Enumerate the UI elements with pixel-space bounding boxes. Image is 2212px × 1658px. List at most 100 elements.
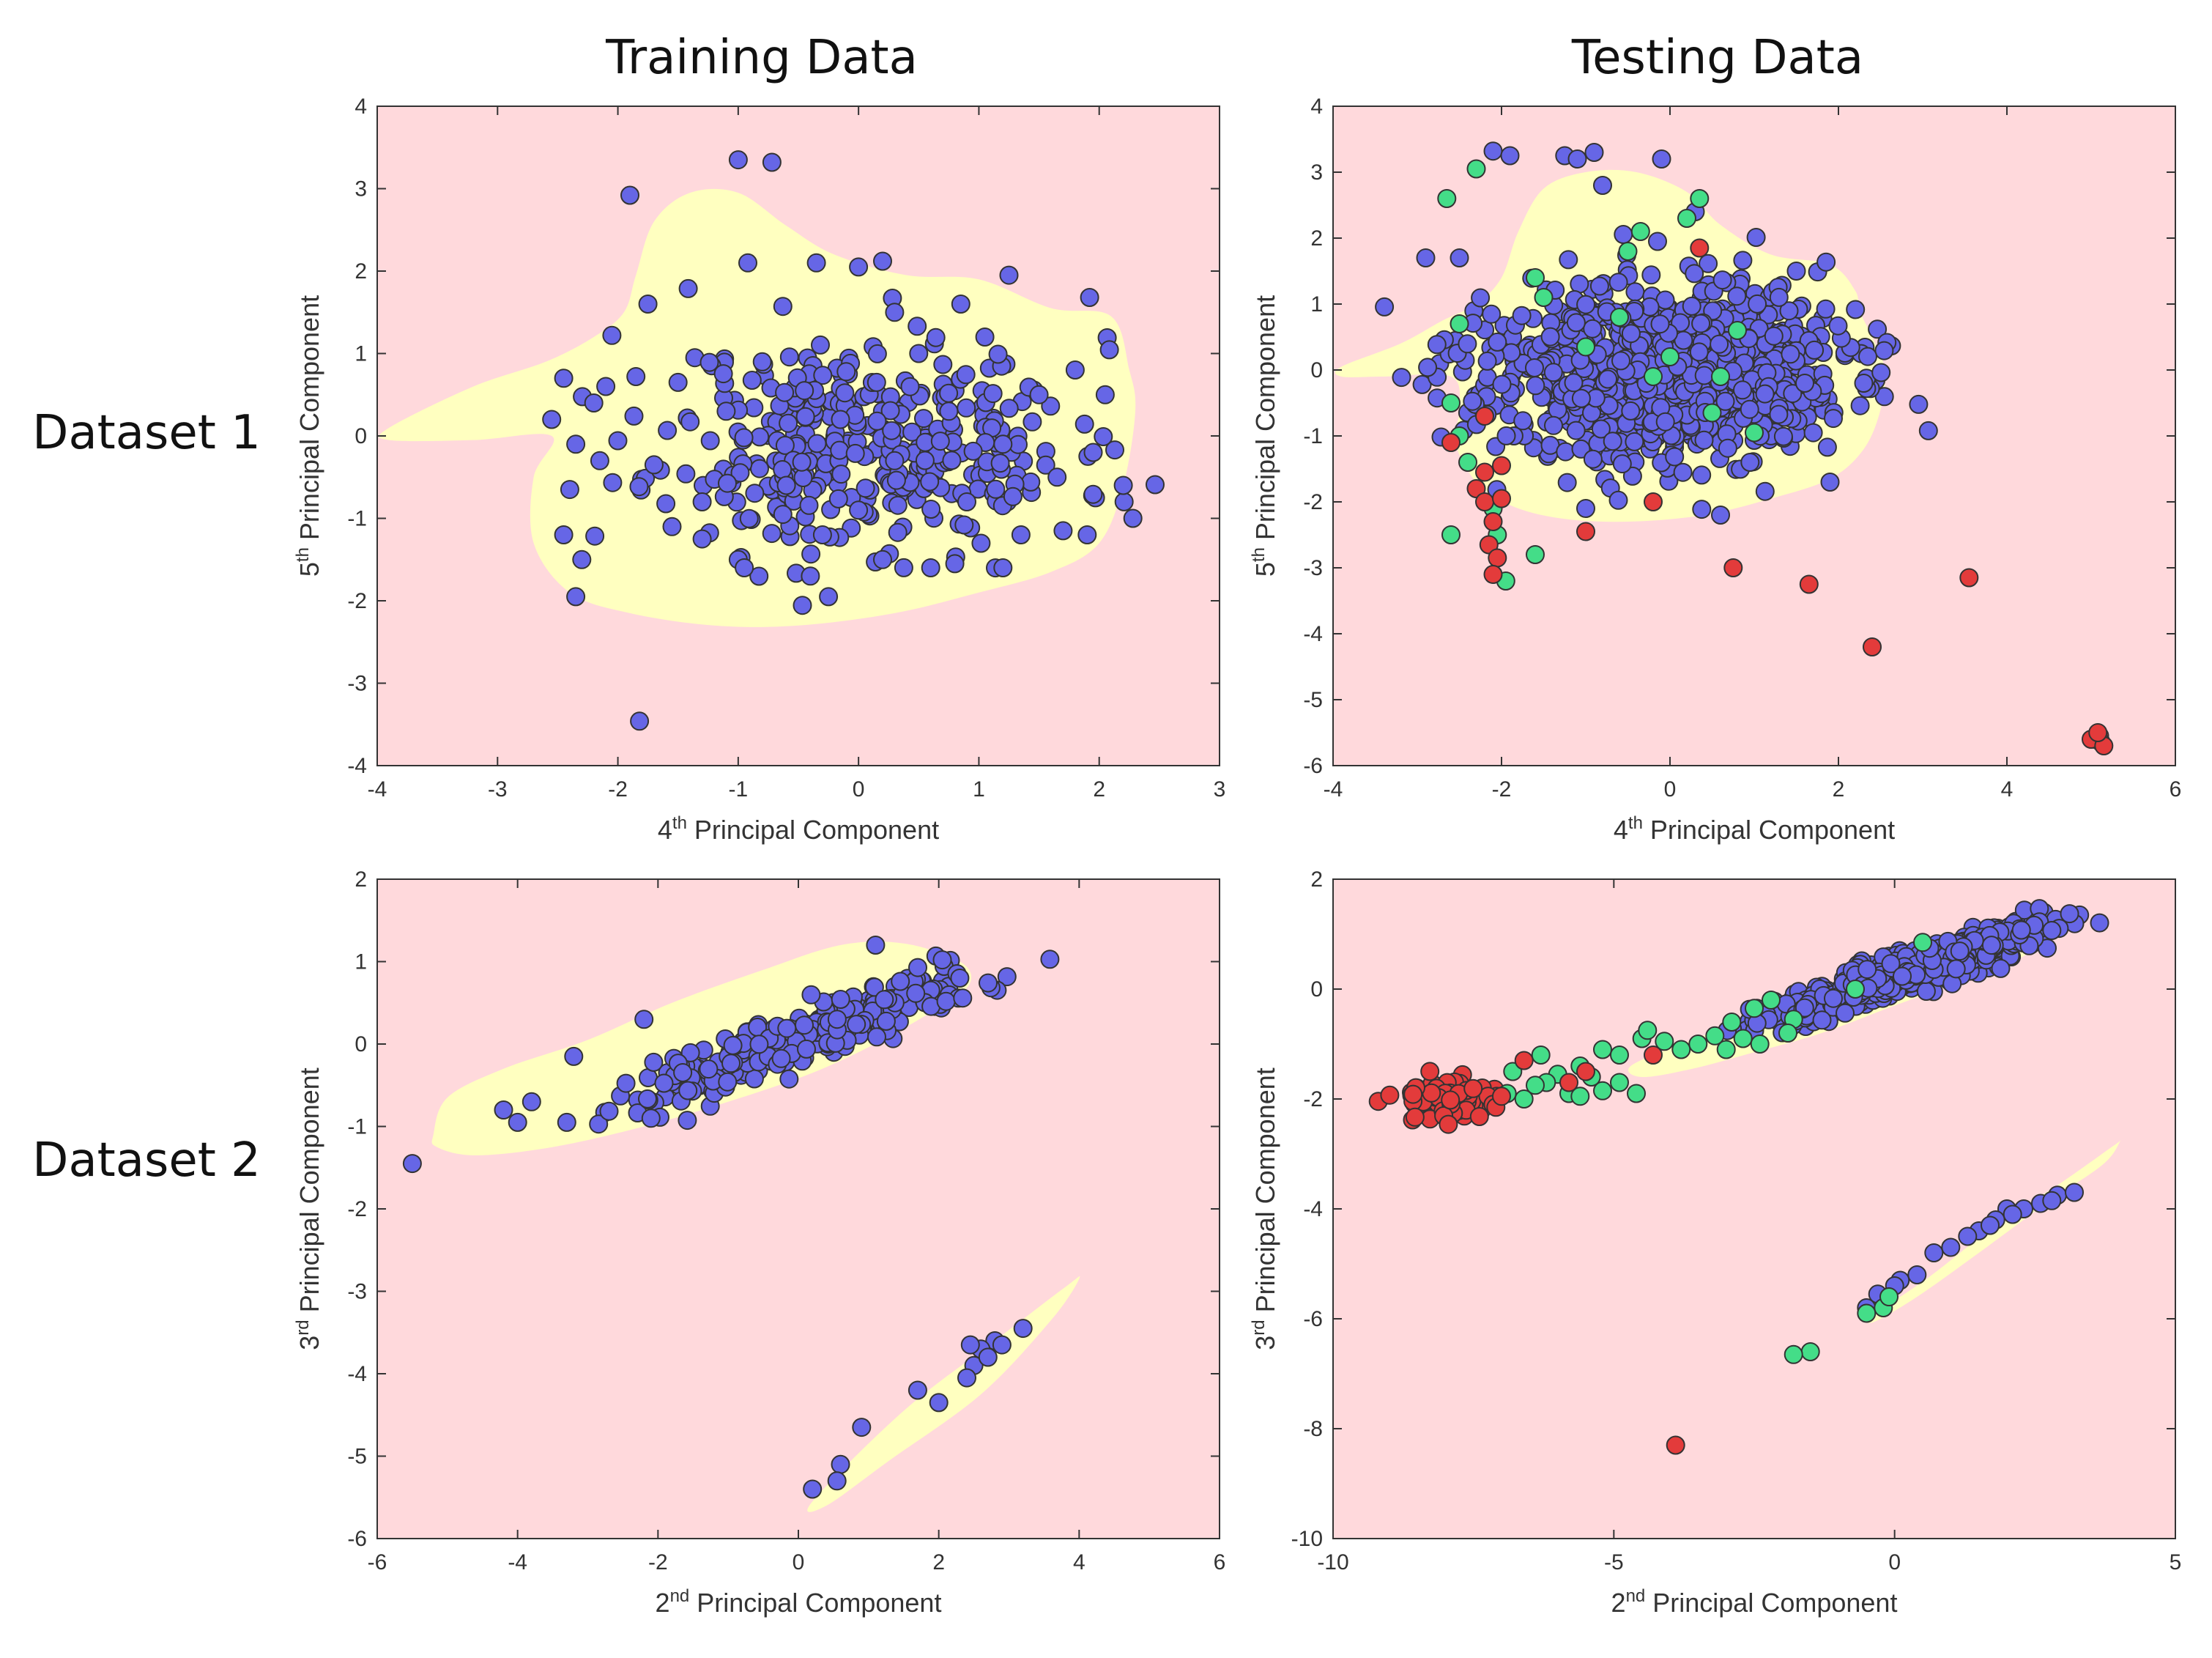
cluster-point <box>1439 1114 1458 1134</box>
y-tick-label: 4 <box>355 95 367 119</box>
cluster-point <box>864 977 884 997</box>
cluster-point <box>1858 347 1877 366</box>
cluster-point <box>1458 334 1477 354</box>
cluster-point <box>1544 415 1563 435</box>
point-normal <box>812 525 832 544</box>
point-normal <box>950 969 970 988</box>
cluster-point <box>1893 966 1912 986</box>
point-normal <box>939 401 959 421</box>
point-normal <box>1500 146 1520 166</box>
point-normal <box>849 257 869 277</box>
cluster-point <box>1733 380 1752 400</box>
y-tick-label: 3 <box>1310 160 1323 185</box>
cluster-point <box>792 452 812 472</box>
cluster-point <box>921 500 941 519</box>
x-axis-label: 4th Principal Component <box>658 813 939 845</box>
point-normal <box>1907 1265 1927 1284</box>
cluster-point <box>745 484 765 503</box>
y-tick-label: 1 <box>355 950 367 974</box>
cluster-point <box>713 364 733 384</box>
point-novel-green <box>1750 1035 1770 1054</box>
point-normal <box>1065 360 1085 380</box>
cluster-point <box>779 347 799 367</box>
cluster-point <box>779 1069 799 1089</box>
cluster-point <box>1482 304 1502 324</box>
y-tick-label: 2 <box>355 867 367 892</box>
cluster-point <box>867 411 887 431</box>
y-tick-label: -3 <box>347 1280 367 1304</box>
point-normal <box>554 369 574 388</box>
cluster-point <box>1673 462 1693 482</box>
cluster-point <box>1513 411 1533 431</box>
point-normal <box>827 1471 847 1491</box>
point-normal <box>494 1100 513 1119</box>
point-novel-green <box>1913 933 1932 952</box>
point-novel-green <box>1526 1076 1545 1095</box>
x-tick-label: -4 <box>508 1550 527 1574</box>
y-tick-label: -1 <box>347 1115 367 1139</box>
point-novel-green <box>1778 1024 1797 1043</box>
cluster-point <box>773 505 793 525</box>
y-tick-label: -10 <box>1291 1527 1323 1551</box>
y-tick-label: 0 <box>355 424 367 448</box>
point-normal <box>831 1454 850 1474</box>
cluster-point <box>1621 401 1641 421</box>
point-normal <box>992 1335 1012 1355</box>
chart-dataset1-training: -4 -3 -2 -1 0 1 2 3 -4 -3 -2 -1 0 1 2 3 4 4th Principal C… <box>293 95 1225 845</box>
cluster-point <box>1418 358 1438 377</box>
cluster-point <box>1441 1090 1461 1110</box>
x-tick-label: 4 <box>1073 1550 1085 1574</box>
cluster-point <box>680 1043 700 1062</box>
point-normal <box>1483 141 1503 161</box>
cluster-point <box>979 973 998 993</box>
cluster-point <box>1625 282 1645 302</box>
cluster-point <box>831 465 851 484</box>
cluster-point <box>1003 486 1023 506</box>
point-normal <box>590 451 609 470</box>
cluster-point <box>1850 396 1870 415</box>
cluster-point <box>721 1054 741 1073</box>
cluster-point <box>1769 287 1789 307</box>
point-novel-green <box>1576 337 1595 357</box>
y-tick-label: -5 <box>347 1445 367 1469</box>
chart-dataset2-training: -6 -4 -2 0 2 4 6 -6 -5 -4 -3 -2 -1 0 1 2 2nd Principal C… <box>293 867 1225 1618</box>
cluster-point <box>891 972 910 991</box>
y-tick-label: -2 <box>1303 490 1323 514</box>
cluster-point <box>1828 316 1848 336</box>
cluster-point <box>1463 391 1482 411</box>
x-tick-label: 6 <box>1214 1550 1226 1574</box>
cluster-point <box>828 489 848 508</box>
cluster-point <box>585 526 605 546</box>
y-tick-label: -3 <box>347 672 367 696</box>
point-normal <box>776 475 796 495</box>
x-tick-label: -2 <box>648 1550 668 1574</box>
cluster-point <box>795 407 815 426</box>
cluster-point <box>1817 437 1837 457</box>
point-novel-green <box>1627 1084 1646 1103</box>
point-novel-green <box>1437 189 1457 208</box>
point-novel-green <box>1503 1062 1523 1081</box>
cluster-point <box>775 435 795 455</box>
cluster-point <box>1622 466 1642 486</box>
point-novel-red <box>1492 456 1511 475</box>
cluster-point <box>1036 455 1055 475</box>
cluster-point <box>779 413 798 433</box>
y-tick-label: 1 <box>1310 292 1323 317</box>
point-novel-green <box>1846 980 1865 999</box>
point-normal <box>2065 1183 2084 1202</box>
cluster-point <box>1040 950 1060 969</box>
point-normal <box>566 434 586 454</box>
y-tick-label: -4 <box>1303 1197 1323 1221</box>
cluster-point <box>1621 324 1641 344</box>
point-normal <box>806 253 826 273</box>
point-normal <box>999 265 1019 285</box>
point-novel-green <box>1733 1029 1753 1048</box>
point-normal <box>909 344 929 363</box>
point-normal <box>542 410 562 429</box>
x-axis-label: 2nd Principal Component <box>1611 1586 1898 1618</box>
cluster-point <box>867 1027 886 1047</box>
cluster-point <box>699 352 719 372</box>
point-normal <box>716 401 736 421</box>
cluster-point <box>608 431 628 451</box>
point-novel-green <box>1711 367 1730 386</box>
